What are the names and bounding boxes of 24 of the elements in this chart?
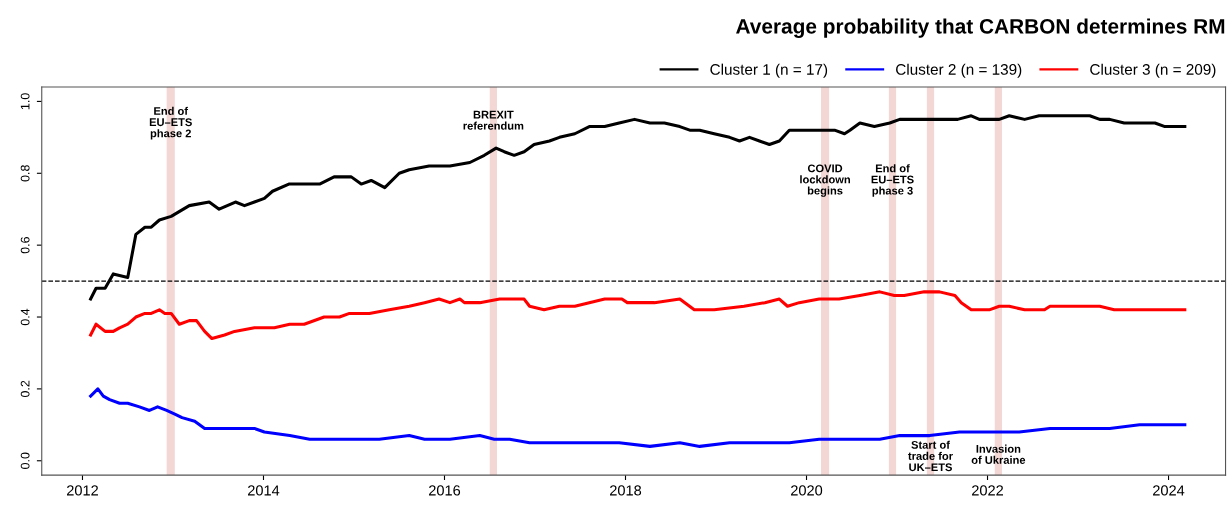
x-tick-label: 2014 [248, 485, 280, 496]
y-tick-label: 1.0 [20, 93, 30, 110]
chart-title: Average probability that CARBON determines RM [736, 18, 1225, 38]
x-tick-label: 2018 [610, 485, 642, 496]
x-tick-label: 2012 [66, 485, 98, 496]
x-tick-label: 2020 [791, 485, 823, 496]
x-tick-label: 2024 [1153, 485, 1185, 496]
band-label: Start of trade for UK–ETS [908, 440, 953, 472]
band-label: BREXIT referendum [463, 110, 524, 130]
y-tick-label: 0.0 [20, 452, 30, 469]
band-label: End of EU–ETS phase 2 [149, 106, 192, 140]
band-label: End of EU–ETS phase 3 [871, 164, 914, 197]
x-tick-label: 2016 [429, 485, 461, 496]
legend-label: Cluster 2 (n = 139) [896, 63, 1022, 78]
y-tick-label: 0.6 [20, 237, 30, 254]
y-tick-label: 0.4 [20, 308, 30, 326]
band-label: Invasion of Ukraine [971, 444, 1026, 464]
legend-label: Cluster 1 (n = 17) [710, 63, 828, 78]
legend-label: Cluster 3 (n = 209) [1090, 63, 1216, 78]
y-tick-label: 0.8 [20, 165, 30, 182]
x-tick-label: 2022 [972, 485, 1004, 496]
y-tick-label: 0.2 [20, 380, 30, 398]
band-label: COVID lockdown begins [800, 164, 850, 197]
line-series [89, 290, 1187, 341]
